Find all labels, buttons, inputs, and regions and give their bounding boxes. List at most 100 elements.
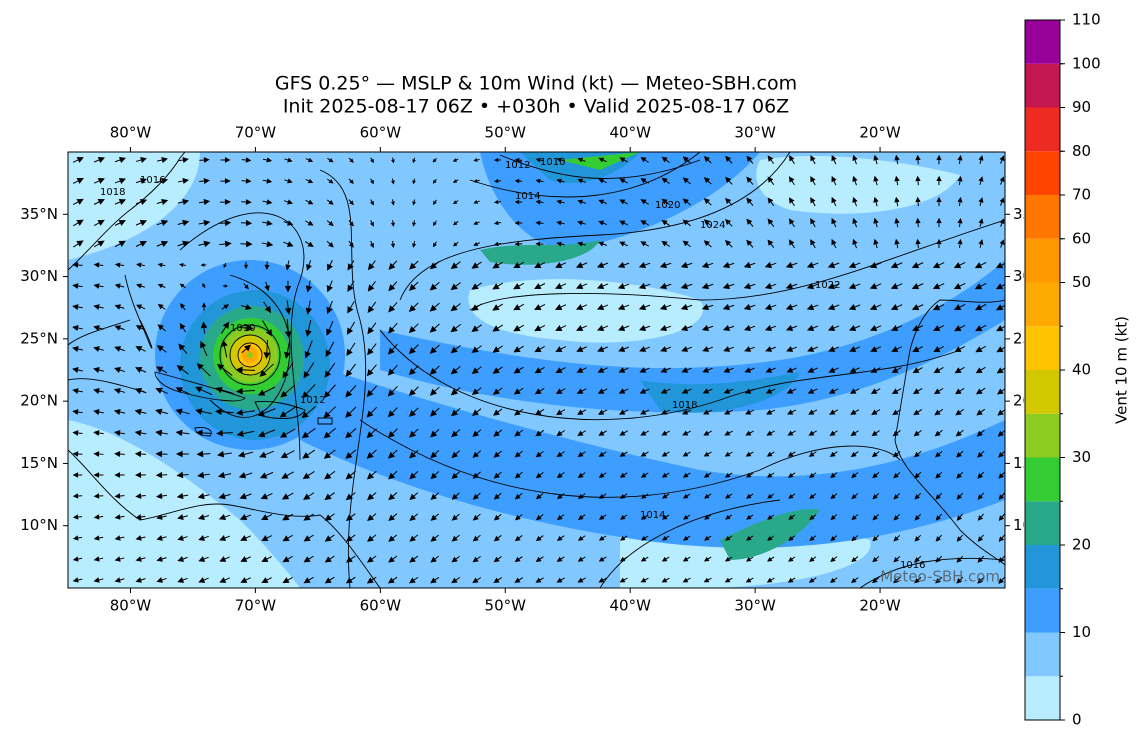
wind-arrow — [556, 514, 565, 521]
wind-arrow — [852, 175, 858, 186]
wind-arrow — [238, 472, 253, 479]
wind-arrow — [409, 428, 419, 438]
wind-arrow — [936, 238, 942, 249]
wind-arrow — [451, 429, 461, 438]
wind-arrow — [243, 283, 249, 290]
wind-arrow — [325, 341, 335, 358]
wind-arrow — [180, 303, 186, 311]
wind-arrow — [450, 303, 461, 312]
wind-arrow — [221, 339, 228, 358]
wind-arrow — [493, 220, 502, 226]
wind-arrow — [93, 325, 104, 331]
wind-arrow — [577, 451, 586, 457]
wind-arrow — [766, 409, 776, 415]
wind-arrow — [283, 220, 294, 226]
wind-arrow — [703, 430, 712, 436]
wind-arrow — [703, 177, 712, 185]
isobar — [359, 419, 901, 498]
wind-arrow — [177, 577, 188, 583]
wind-arrow — [954, 366, 965, 374]
wind-arrow — [367, 280, 376, 292]
wind-arrow — [175, 408, 190, 415]
island — [154, 371, 246, 402]
wind-arrow — [806, 303, 819, 311]
wind-arrow — [473, 157, 480, 162]
wind-arrow — [556, 493, 565, 500]
coastline — [68, 449, 381, 588]
wind-arrow — [787, 451, 796, 457]
wind-arrow — [894, 238, 900, 249]
colorbar-tick-label: 20 — [1072, 536, 1091, 554]
wind-arrow — [915, 154, 921, 165]
wind-arrow — [240, 556, 251, 562]
wind-arrow — [215, 386, 234, 395]
wind-arrow — [327, 157, 334, 163]
colorbar-segment — [1025, 632, 1060, 677]
wind-arrow — [367, 555, 377, 563]
wind-arrow — [93, 262, 104, 268]
wind-arrow — [869, 325, 882, 332]
wind-arrow — [786, 388, 797, 394]
wind-arrow — [346, 342, 356, 357]
wind-arrow — [619, 430, 628, 436]
y-tick-label: 20°N — [20, 392, 58, 410]
wind-arrow — [114, 240, 126, 248]
wind-arrow — [72, 493, 83, 499]
wind-arrow — [262, 199, 273, 205]
wind-arrow — [767, 514, 775, 520]
wind-arrow — [933, 346, 944, 353]
wind-arrow — [850, 409, 860, 415]
wind-arrow — [576, 346, 587, 352]
wind-arrow — [681, 367, 692, 373]
y-tick-label: 35°N — [1013, 205, 1051, 223]
wind-arrow — [408, 344, 419, 355]
wind-arrow — [577, 178, 586, 184]
wind-arrow — [177, 198, 190, 206]
wind-arrow — [953, 262, 966, 269]
wind-arrow — [597, 325, 609, 331]
wind-arrow — [555, 367, 566, 373]
wind-arrow — [430, 428, 440, 438]
wind-arrow — [220, 157, 231, 163]
wind-arrow — [744, 367, 755, 373]
wind-band — [640, 372, 800, 413]
wind-arrow — [432, 241, 437, 248]
wind-arrow — [514, 241, 523, 247]
wind-arrow — [282, 555, 293, 563]
wind-arrow — [681, 388, 692, 394]
wind-arrow — [575, 304, 588, 311]
wind-arrow — [660, 367, 671, 373]
wind-arrow — [661, 493, 670, 499]
isobar — [179, 212, 305, 461]
wind-arrow — [113, 429, 125, 437]
wind-arrow — [156, 577, 167, 583]
wind-arrow — [514, 450, 523, 458]
wind-arrow — [240, 219, 253, 227]
wind-arrow — [304, 241, 314, 247]
wind-arrow — [725, 176, 733, 185]
wind-arrow — [535, 178, 544, 184]
wind-arrow — [429, 261, 440, 270]
wind-arrow — [831, 196, 837, 207]
wind-arrow — [451, 471, 460, 480]
wind-arrow — [870, 388, 881, 394]
wind-arrow — [429, 302, 440, 312]
wind-arrow — [722, 261, 735, 269]
wind-arrow — [956, 513, 963, 521]
wind-arrow — [891, 367, 902, 373]
wind-arrow — [659, 324, 672, 332]
isobar-label: 1018 — [672, 400, 697, 411]
wind-arrow — [114, 472, 125, 478]
wind-arrow — [72, 577, 83, 583]
wind-arrow — [702, 367, 713, 373]
wind-arrow — [177, 219, 190, 227]
wind-arrow — [243, 262, 249, 270]
x-tick-label: 40°W — [609, 597, 651, 615]
wind-arrow — [957, 175, 963, 186]
wind-arrow — [370, 157, 374, 164]
wind-arrow — [390, 240, 396, 249]
x-tick-label: 30°W — [734, 597, 776, 615]
wind-arrow — [954, 387, 965, 395]
wind-arrow — [114, 451, 125, 457]
wind-arrow — [893, 492, 901, 500]
